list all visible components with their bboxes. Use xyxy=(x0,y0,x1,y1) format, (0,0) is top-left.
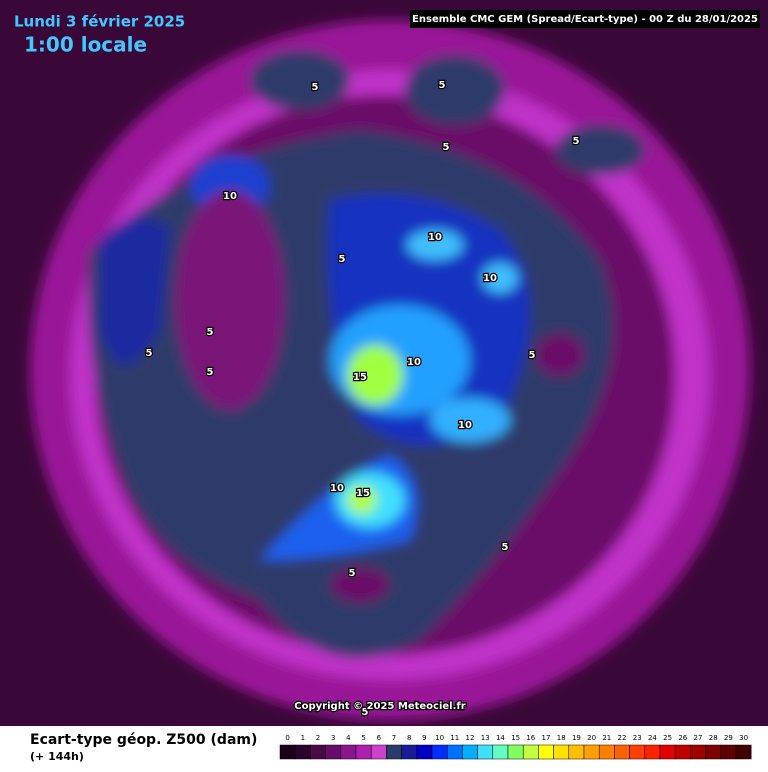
model-info: Ensemble CMC GEM (Spread/Ecart-type) - 0… xyxy=(412,14,758,25)
date: Lundi 3 février 2025 xyxy=(14,13,185,31)
scale-label: 7 xyxy=(392,734,396,742)
scale-label: 20 xyxy=(587,734,596,742)
color-swatch xyxy=(735,744,752,760)
contour-label: 15 xyxy=(356,488,370,499)
color-swatch xyxy=(310,744,326,760)
map xyxy=(0,0,768,726)
color-swatch xyxy=(690,744,706,760)
color-swatch xyxy=(598,744,615,760)
color-swatch xyxy=(583,744,600,760)
contour-label: 5 xyxy=(312,82,319,93)
scale-label: 26 xyxy=(678,734,687,742)
scale-label: 17 xyxy=(542,734,551,742)
scale-label: 25 xyxy=(663,734,672,742)
scale-label: 14 xyxy=(496,734,505,742)
contour-label: 5 xyxy=(207,327,214,338)
legend-title: Ecart-type géop. Z500 (dam) xyxy=(30,732,257,748)
contour-label: 5 xyxy=(443,142,450,153)
color-swatch xyxy=(659,744,676,760)
contour-label: 15 xyxy=(353,372,367,383)
scale-label: 4 xyxy=(346,734,351,742)
contour-label: 5 xyxy=(349,568,356,579)
spread-field xyxy=(30,20,750,720)
color-swatch xyxy=(522,744,539,760)
color-swatch xyxy=(553,744,570,760)
contour-label: 5 xyxy=(207,367,214,378)
contour-label: 5 xyxy=(502,542,509,553)
color-swatch xyxy=(644,744,661,760)
scale-label: 6 xyxy=(377,734,382,742)
contour-label: 10 xyxy=(428,232,442,243)
contour-label: 5 xyxy=(573,136,580,147)
legend-subtitle: (+ 144h) xyxy=(30,750,84,763)
color-swatch xyxy=(416,744,433,760)
color-swatch xyxy=(629,744,646,760)
color-swatch xyxy=(674,744,691,760)
scale-label: 15 xyxy=(511,734,520,742)
model-box xyxy=(410,10,760,28)
scale-label: 28 xyxy=(709,734,718,742)
scale-label: 29 xyxy=(724,734,733,742)
color-swatch xyxy=(401,744,418,760)
scale-label: 0 xyxy=(285,734,289,742)
scale-label: 3 xyxy=(331,734,335,742)
contour-label: 10 xyxy=(330,483,344,494)
scale-label: 23 xyxy=(633,734,642,742)
scale-label: 9 xyxy=(422,734,426,742)
scale-label: 5 xyxy=(361,734,365,742)
scale-label: 13 xyxy=(481,734,490,742)
scale-label: 1 xyxy=(301,734,305,742)
color-swatch xyxy=(614,744,630,760)
local-time: 1:00 locale xyxy=(24,33,147,57)
contour-label: 5 xyxy=(529,350,536,361)
color-swatch xyxy=(340,744,357,760)
scale-label: 30 xyxy=(739,734,748,742)
contour-labels: 5 5 5 5 10 5 10 10 5 5 5 10 15 5 10 10 15 5 5 5 xyxy=(144,79,581,720)
color-swatch xyxy=(705,744,722,760)
scale-label: 21 xyxy=(602,734,611,742)
contour-label: 10 xyxy=(483,273,497,284)
contour-label: 10 xyxy=(407,357,421,368)
color-swatch xyxy=(279,744,296,760)
scale-label: 22 xyxy=(618,734,627,742)
color-swatch xyxy=(370,744,387,760)
scale-label: 12 xyxy=(466,734,475,742)
color-swatch xyxy=(431,744,448,760)
scale-label: 2 xyxy=(316,734,320,742)
scale-label: 10 xyxy=(435,734,444,742)
color-scale: 0 1 2 3 4 5 6 7 8 9 10 11 12 13 14 15 16 17 18 19 20 21 22 23 24… xyxy=(279,734,752,760)
scale-label: 27 xyxy=(694,734,703,742)
scale-label: 11 xyxy=(450,734,459,742)
color-swatch xyxy=(477,744,494,760)
color-swatch xyxy=(355,744,372,760)
contour-label: 5 xyxy=(146,348,153,359)
scale-label: 24 xyxy=(648,734,657,742)
color-swatch xyxy=(294,744,311,760)
contour-label: 10 xyxy=(223,191,237,202)
color-swatch xyxy=(568,744,585,760)
color-swatch xyxy=(720,744,737,760)
color-swatch xyxy=(492,744,509,760)
contour-label: 5 xyxy=(362,707,369,718)
color-swatch xyxy=(446,744,463,760)
scale-label: 18 xyxy=(557,734,566,742)
color-swatch xyxy=(462,744,478,760)
contour-label: 5 xyxy=(339,254,346,265)
scale-label: 19 xyxy=(572,734,581,742)
contour-label: 5 xyxy=(439,80,446,91)
color-swatch xyxy=(325,744,342,760)
color-swatch xyxy=(386,744,402,760)
color-swatch xyxy=(538,744,554,760)
copyright: Copyright © 2025 Meteociel.fr xyxy=(294,701,465,712)
scale-label: 8 xyxy=(407,734,411,742)
contour-label: 10 xyxy=(458,420,472,431)
color-swatch xyxy=(507,744,524,760)
scale-label: 16 xyxy=(526,734,535,742)
